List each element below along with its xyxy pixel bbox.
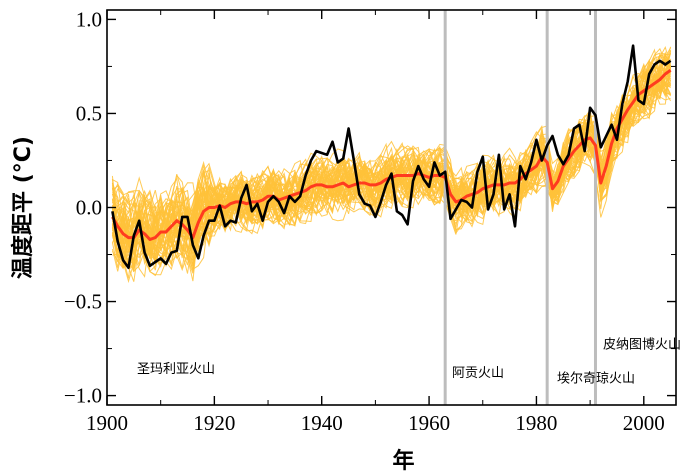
x-tick-label: 1900 [86,411,128,435]
y-tick-label: 0.5 [76,101,102,125]
volcano-marker-lines [443,10,597,405]
y-tick-label: −0.5 [64,290,102,314]
ensemble-member-lines [111,45,672,284]
y-axis-title: 温度距平 (°C) [10,136,36,279]
ensemble-member-line [111,59,672,256]
y-tick-label: 1.0 [76,7,102,31]
x-tick-label: 1940 [301,411,343,435]
y-tick-label: 0.0 [76,196,102,220]
x-tick-label: 1960 [408,411,450,435]
axis-ticks: 1900 1920 1940 1960 1980 2000 1.0 0.5 0.0 −0.5 −1.… [64,7,676,435]
volcano-annotation: 阿贡火山 [452,366,504,381]
ensemble-member-line [112,65,671,265]
volcano-annotation: 埃尔奇琼火山 [557,370,635,386]
observed-line [111,44,672,269]
ensemble-member-line [111,61,671,272]
x-tick-label: 1980 [515,411,557,435]
x-tick-label: 2000 [623,411,665,435]
volcano-annotation: 圣玛利亚火山 [137,362,215,377]
y-tick-label: −1.0 [64,384,102,408]
ensemble-member-line [111,58,672,247]
annotations: 圣玛利亚火山 阿贡火山 埃尔奇琼火山 皮纳图博火山 [137,338,681,387]
volcano-annotation: 皮纳图博火山 [603,338,681,353]
x-tick-label: 1920 [193,411,235,435]
x-axis-title: 年 [392,448,414,473]
observed-layer [111,44,672,269]
